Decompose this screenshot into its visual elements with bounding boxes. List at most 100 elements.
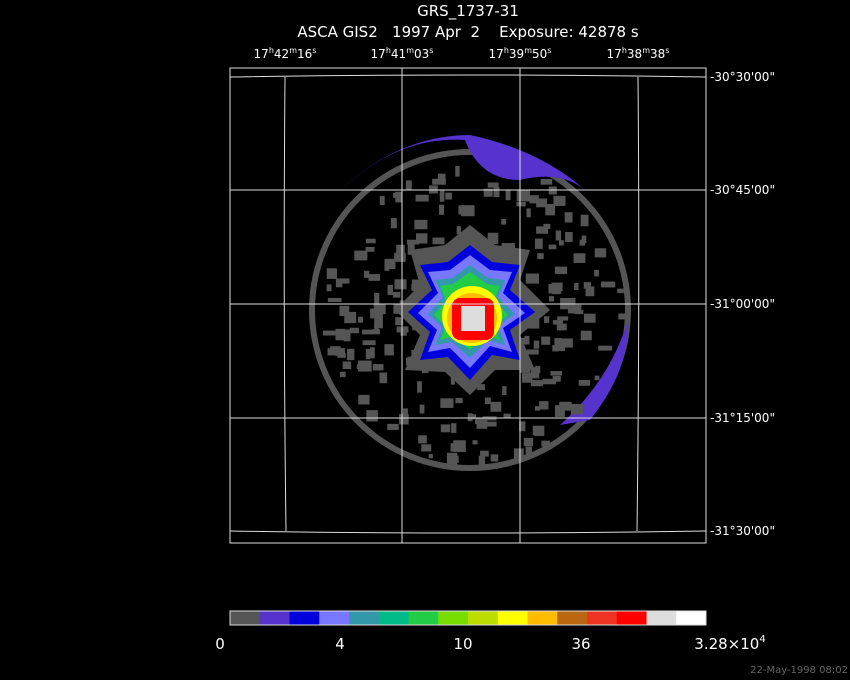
speckle-dot [365,348,371,360]
coordinate-labels: 17h42m16s 17h41m03s 17h39m50s 17h38m38s-30°… [254,46,775,538]
ra-unit: s [429,46,433,55]
speckle-dot [362,340,376,346]
speckle-dot [456,226,461,235]
speckle-dot [478,455,486,466]
speckle-dot [372,329,381,335]
speckle-dot [419,404,425,414]
speckle-dot [505,190,511,201]
colorbar-frame [229,610,707,626]
dec-label: -30°45'00" [710,183,775,197]
speckle-dot [411,279,423,291]
speckle-dot [439,204,445,215]
speckle-dot [428,454,433,459]
colorbar-swatch [378,611,409,625]
speckle-dot [570,404,583,415]
speckle-dot [373,304,386,315]
speckle-dot [534,238,543,249]
speckle-dot [455,165,460,177]
speckle-dot [450,443,463,452]
speckle-dot [618,313,629,320]
speckle-dot [330,346,341,351]
ra-value: 17 [254,47,269,61]
speckle-dot [542,378,557,385]
speckle-dot [516,189,530,202]
speckle-dot [594,375,600,381]
speckle-dot [551,282,563,292]
speckle-dot [379,196,385,206]
colorbar-swatch [289,611,320,625]
speckle-dot [390,217,397,229]
speckle-dot [541,336,551,345]
dec-label: -31°00'00" [710,297,775,311]
image-frame [229,67,707,544]
speckle-dot [335,328,346,341]
speckle-dot [583,313,596,323]
ra-unit: h [504,46,509,55]
speckle-dot [396,244,405,256]
speckle-dot [440,424,451,433]
speckle-dot [417,381,422,393]
speckle-dot [374,292,380,305]
speckle-dot [415,233,428,244]
ra-value: 41 [391,47,406,61]
speckle-dot [594,248,607,258]
ra-unit: h [386,46,391,55]
colorbar-max-label: 3.28×104 [694,634,765,653]
xray-image [229,67,707,544]
speckle-dot [407,243,415,255]
colorbar-swatch [319,611,350,625]
speckle-dot [418,435,427,444]
speckle-dot [394,279,407,290]
speckle-dot [484,397,491,405]
ra-unit: s [312,46,316,55]
speckle-dot [365,238,376,244]
speckle-dot [502,386,507,395]
speckle-dot [403,408,408,417]
speckle-dot [553,195,566,206]
speckle-dot [525,446,532,458]
ra-value: 38 [627,47,642,61]
ra-label: 17h39m50s [489,46,552,61]
ra-grid-line [283,76,287,532]
speckle-dot [388,258,396,270]
speckle-dot [608,281,616,288]
speckle-dot [356,364,369,369]
colorbar-label: 10 [453,635,472,653]
ra-value: 17 [371,47,386,61]
speckle-dot [571,297,576,309]
speckle-dot [548,244,557,250]
speckle-dot [400,328,407,336]
ra-label: 17h41m03s [371,46,434,61]
speckle-dot [529,195,539,204]
speckle-dot [493,187,500,198]
ra-grid-line [636,76,640,532]
speckle-dot [554,338,562,350]
speckle-dot [344,311,357,324]
speckle-dot [554,266,568,274]
colorbar-label: 0 [215,635,225,653]
coordinate-grid [229,68,707,543]
speckle-dot [366,410,378,422]
speckle-dot [374,365,381,371]
ra-unit: m [289,46,297,55]
colorbar-label: 36 [571,635,590,653]
speckle-dot [537,253,544,260]
speckle-dot [439,190,445,202]
speckle-dot [467,413,473,422]
speckle-dot [384,258,390,271]
colorbar-swatch [616,611,647,625]
speckle-dot [552,375,561,382]
speckle-dot [406,357,411,366]
speckle-dot [471,414,477,420]
colorbar-swatch [349,611,380,625]
speckle-dot [406,239,420,245]
speckle-dot [405,180,412,191]
speckle-dot [429,185,438,194]
speckle-dot [364,270,370,278]
speckle-dot [343,329,351,342]
speckle-dot [335,278,343,288]
speckle-dot [374,323,379,334]
speckle-dot [354,250,368,261]
emission-peak [461,306,485,331]
speckle-dot [555,230,562,241]
